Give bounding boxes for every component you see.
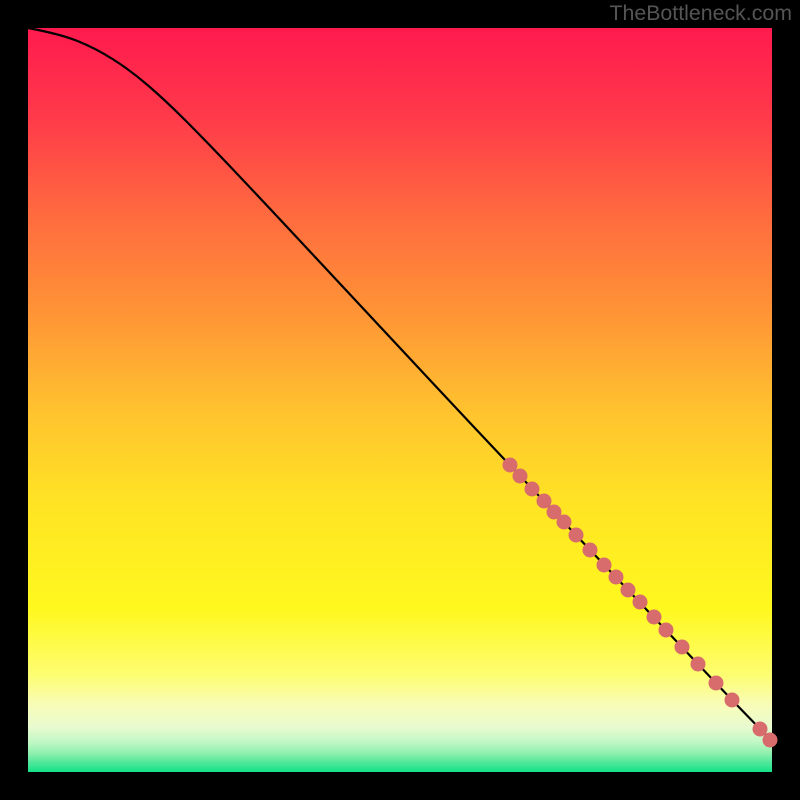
data-point [621,583,635,597]
data-point [597,558,611,572]
data-point [647,610,661,624]
data-point [525,482,539,496]
data-point [709,676,723,690]
marker-group [503,458,777,747]
data-point [503,458,517,472]
data-point [675,640,689,654]
data-point [753,722,767,736]
chart-overlay [0,0,800,800]
data-point [557,515,571,529]
data-point [725,693,739,707]
data-point [537,494,551,508]
data-point [763,733,777,747]
data-point [609,570,623,584]
data-point [659,623,673,637]
data-point [583,543,597,557]
data-point [513,469,527,483]
credit-text: TheBottleneck.com [609,1,792,26]
data-point [569,528,583,542]
data-point [691,657,705,671]
data-point [633,595,647,609]
chart-frame: TheBottleneck.com [0,0,800,800]
